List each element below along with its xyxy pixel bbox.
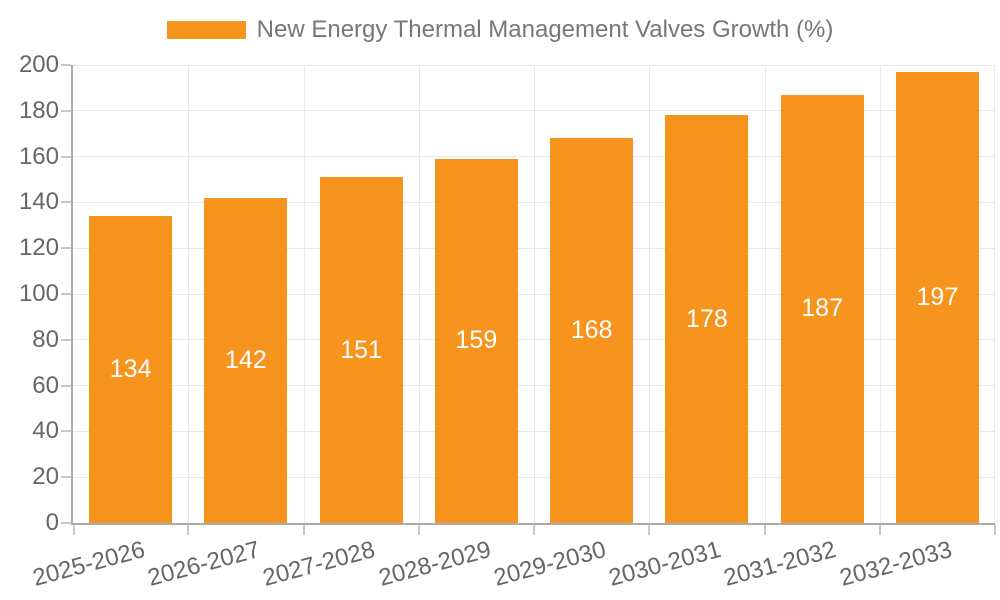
bar[interactable]: 134 [89,216,173,523]
bar-value-label: 142 [225,345,267,374]
y-axis-label: 20 [32,463,59,491]
x-gridline [649,65,651,523]
bar-value-label: 151 [340,335,382,364]
y-axis-label: 160 [18,142,59,170]
bar[interactable]: 159 [434,158,518,523]
y-axis-label: 60 [32,371,59,399]
x-gridline [188,65,190,523]
legend-label: New Energy Thermal Management Valves Gro… [256,16,834,43]
x-tick [763,525,766,535]
y-tick [61,476,71,479]
y-axis-label: 120 [18,234,59,262]
y-tick [61,247,71,250]
x-tick [994,525,996,535]
legend-item[interactable]: New Energy Thermal Management Valves Gro… [0,16,1000,44]
x-tick [187,525,190,535]
y-tick [61,155,71,158]
x-tick [533,525,535,535]
y-axis-label: 140 [18,188,59,216]
y-tick [61,64,71,66]
bar[interactable]: 142 [204,197,288,523]
bar[interactable]: 197 [895,71,979,523]
y-axis-label: 180 [18,96,59,124]
x-tick [73,525,75,535]
y-tick [61,430,71,433]
y-axis-label: 40 [32,417,59,445]
y-tick [61,522,71,524]
x-tick [878,525,881,535]
y-axis-label: 0 [45,509,59,536]
bar-value-label: 197 [916,282,959,311]
x-tick [648,525,651,535]
x-gridline [879,65,881,523]
x-tick [302,525,305,535]
legend-swatch [166,21,246,39]
x-axis-label: 2032-2033 [836,536,955,592]
y-tick [61,384,71,387]
bar-value-label: 168 [570,316,613,345]
y-tick [61,293,71,295]
y-tick [61,201,71,204]
bar[interactable]: 187 [780,94,864,523]
y-tick [61,338,71,341]
bar-value-label: 187 [801,294,843,323]
y-tick [61,109,71,112]
bar-value-label: 134 [109,355,152,384]
x-gridline [418,65,420,523]
bar-value-label: 178 [686,304,728,333]
bar[interactable]: 168 [550,138,634,523]
bar[interactable]: 178 [665,115,749,523]
y-axis-label: 100 [18,280,59,307]
bar[interactable]: 151 [319,177,403,523]
x-gridline [994,65,995,523]
x-gridline [534,65,535,523]
x-tick [417,525,420,535]
x-axis-label-wrap: 2032-2033 [727,536,955,592]
x-gridline [303,65,305,523]
plot-area: 0 20 40 60 80 100 120 140 160 180 200 134 2025-2026 1… [19,51,996,592]
y-axis-label: 80 [32,325,59,353]
bar-value-label: 159 [455,326,498,355]
y-axis-label: 200 [18,51,59,78]
x-gridline [764,65,766,523]
